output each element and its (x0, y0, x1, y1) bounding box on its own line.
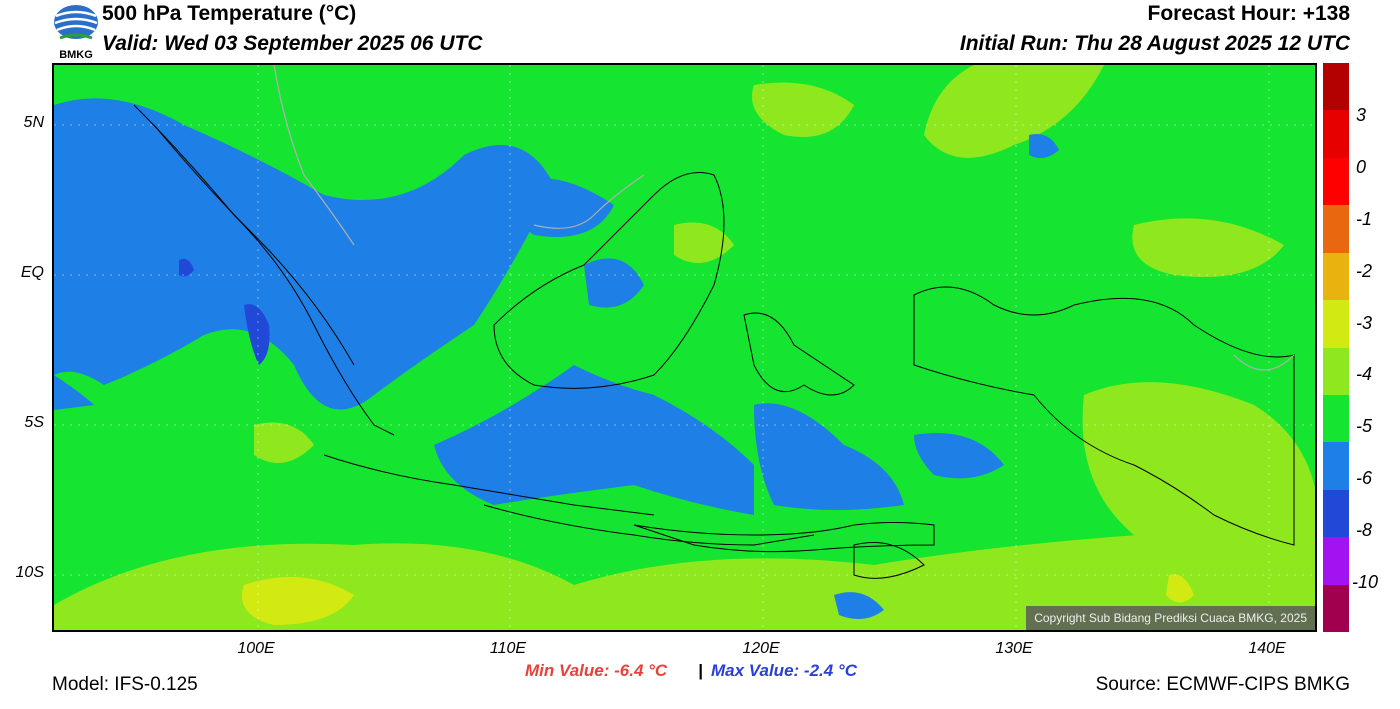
colorbar-label-neg10: -10 (1352, 572, 1379, 592)
colorbar-label-neg1: -1 (1356, 209, 1373, 229)
forecast-hour: Forecast Hour: +138 (1147, 2, 1351, 25)
lon-label-100e: 100E (237, 640, 275, 657)
colorbar-segment (1323, 489, 1349, 538)
colorbar-segment (1323, 63, 1349, 111)
model-label: Model: IFS-0.125 (52, 674, 198, 695)
lon-label-130e: 130E (995, 640, 1033, 657)
colorbar-label-neg2: -2 (1356, 261, 1373, 281)
initial-run: Initial Run: Thu 28 August 2025 12 UTC (959, 32, 1350, 55)
source-label: Source: ECMWF-CIPS BMKG (1095, 674, 1350, 695)
colorbar-label-neg4: -4 (1356, 364, 1373, 384)
bmkg-logo: BMKG (52, 2, 100, 61)
colorbar-segment (1323, 157, 1349, 206)
colorbar (1323, 63, 1349, 633)
colorbar-segment (1323, 347, 1349, 396)
colorbar-segment (1323, 205, 1349, 254)
minmax-separator: | (698, 661, 703, 680)
lat-label-5s: 5S (24, 414, 44, 431)
coastlines (133, 104, 1295, 579)
map-canvas (54, 65, 1315, 630)
lat-label-5n: 5N (23, 114, 44, 131)
colorbar-segment (1323, 110, 1349, 159)
colorbar-label-neg6: -6 (1356, 468, 1373, 488)
colorbar-segment (1323, 300, 1349, 348)
lon-label-120e: 120E (742, 640, 780, 657)
lon-label-140e: 140E (1248, 640, 1286, 657)
min-value: Min Value: -6.4 °C (525, 661, 668, 680)
colorbar-segment (1323, 584, 1349, 633)
colorbar-segment (1323, 394, 1349, 443)
yellowgreen-areas (54, 65, 1315, 630)
colorbar-label-3: 3 (1356, 105, 1367, 125)
colorbar-segment (1323, 252, 1349, 301)
graticule (54, 65, 1315, 630)
colorbar-segment (1323, 537, 1349, 586)
colorbar-label-neg5: -5 (1356, 416, 1373, 436)
borders (273, 65, 1295, 371)
temperature-map: Copyright Sub Bidang Prediksi Cuaca BMKG… (52, 63, 1317, 632)
lat-label-eq: EQ (20, 264, 44, 281)
dark-blue-areas (179, 258, 270, 365)
lat-label-10s: 10S (15, 564, 44, 581)
blue-areas (54, 98, 1059, 619)
lon-label-110e: 110E (489, 640, 527, 657)
colorbar-segment (1323, 442, 1349, 491)
max-value: Max Value: -2.4 °C (711, 661, 857, 680)
colorbar-label-0: 0 (1356, 157, 1367, 177)
colorbar-label-neg8: -8 (1356, 520, 1373, 540)
copyright-notice: Copyright Sub Bidang Prediksi Cuaca BMKG… (1026, 606, 1315, 630)
chart-title: 500 hPa Temperature (°C) (102, 2, 357, 25)
yellow-areas (242, 574, 1194, 625)
valid-time: Valid: Wed 03 September 2025 06 UTC (102, 32, 483, 55)
colorbar-label-neg3: -3 (1356, 313, 1373, 333)
logo-text: BMKG (59, 49, 93, 60)
